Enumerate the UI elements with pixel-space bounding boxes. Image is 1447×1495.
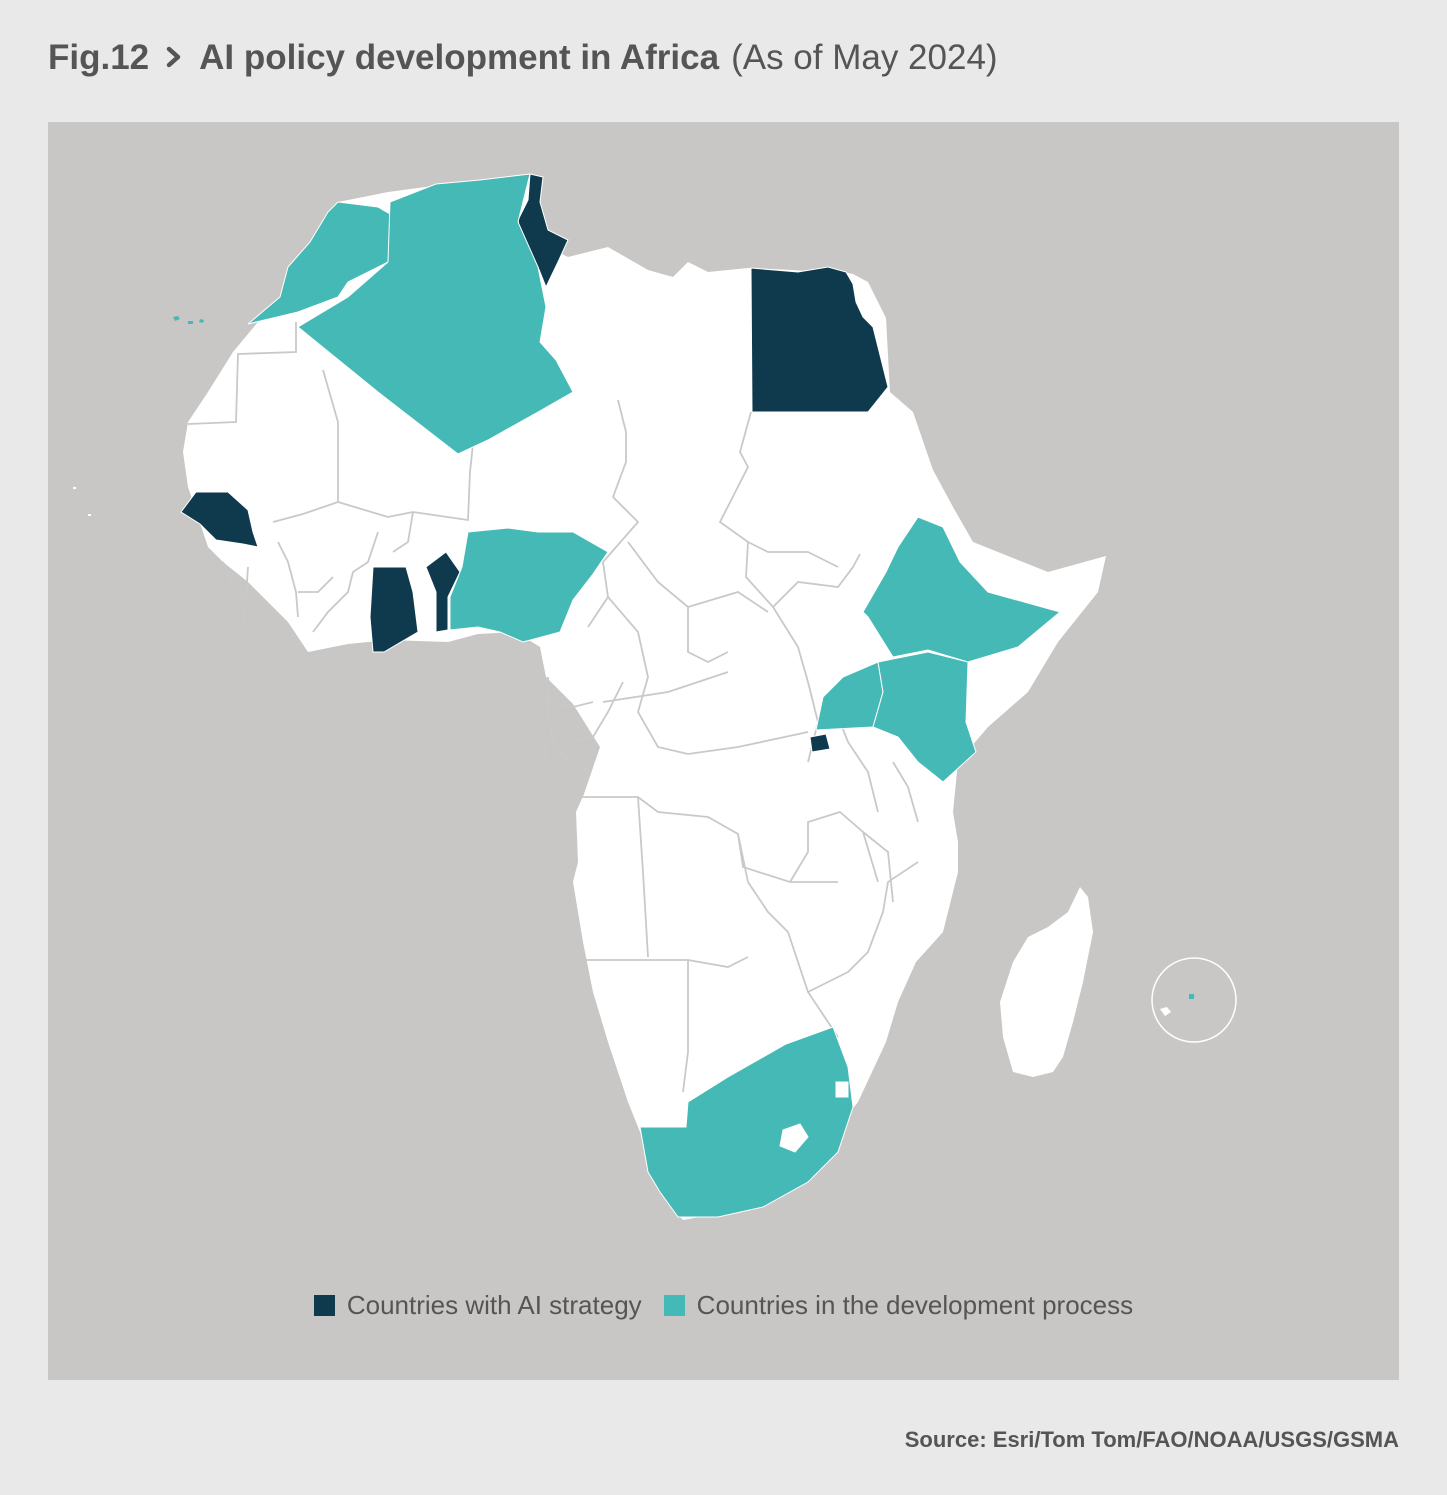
- mauritius-inset-circle: [1151, 957, 1237, 1043]
- map-panel: Countries with AI strategy Countries in …: [48, 122, 1399, 1380]
- map-legend: Countries with AI strategy Countries in …: [48, 1290, 1399, 1321]
- chevron-right-icon: [166, 46, 181, 68]
- page-subtitle: (As of May 2024): [731, 38, 998, 77]
- country-algeria: [297, 173, 574, 455]
- country-borders: [187, 322, 919, 1093]
- africa-map: [73, 173, 1237, 1220]
- country-kenya: [872, 651, 977, 783]
- country-rwanda: [809, 733, 831, 753]
- development-countries: [247, 173, 1062, 1218]
- legend-label-development: Countries in the development process: [696, 1290, 1134, 1320]
- country-egypt: [750, 266, 889, 413]
- figure-label: Fig.12: [48, 38, 150, 77]
- canary-islands: [173, 316, 204, 324]
- country-mauritius: [1189, 994, 1194, 999]
- country-benin: [425, 551, 461, 633]
- page-title: AI policy development in Africa: [199, 38, 720, 77]
- africa-continent: [173, 173, 1237, 1220]
- country-south-africa: [639, 1026, 854, 1218]
- legend-label-ai-strategy: Countries with AI strategy: [346, 1290, 642, 1320]
- country-ethiopia: [862, 516, 1062, 663]
- island-madagascar: [1000, 887, 1093, 1077]
- legend-item-development: Countries in the development process: [663, 1290, 1134, 1321]
- land-mass: [183, 174, 1106, 1220]
- legend-swatch-development: [663, 1295, 685, 1316]
- country-lesotho: [779, 1123, 809, 1153]
- ai-strategy-countries: [180, 173, 889, 753]
- country-ghana: [369, 566, 419, 653]
- source-credit: Source: Esri/Tom Tom/FAO/NOAA/USGS/GSMA: [904, 1427, 1399, 1452]
- legend-swatch-ai-strategy: [313, 1295, 335, 1316]
- island-reunion: [1160, 1007, 1171, 1016]
- country-nigeria: [449, 527, 609, 643]
- country-senegal: [180, 491, 259, 548]
- figure-header: Fig.12 AI policy development in Africa (…: [48, 38, 998, 88]
- legend-item-ai-strategy: Countries with AI strategy: [313, 1290, 642, 1321]
- cape-verde-islands: [73, 487, 91, 516]
- country-eswatini: [835, 1081, 849, 1098]
